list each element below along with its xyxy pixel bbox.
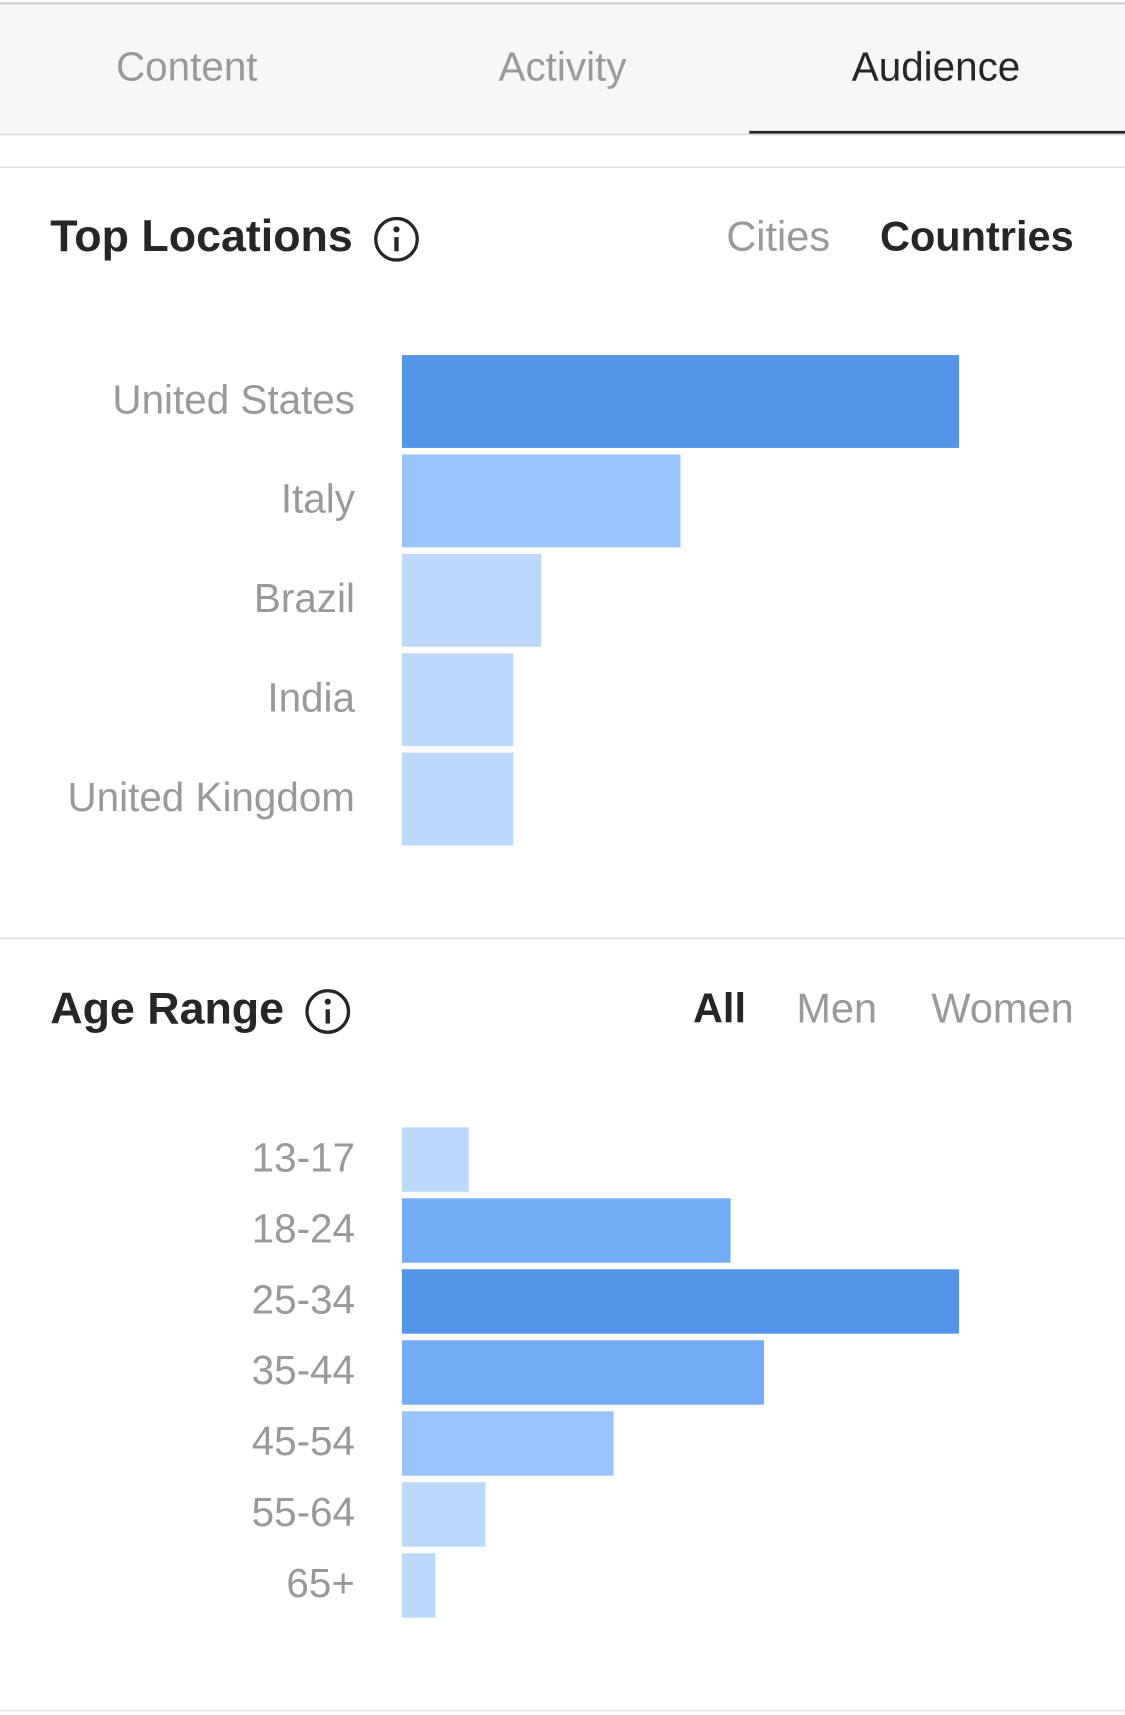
- bar: [401, 1198, 731, 1263]
- category-label: United States: [112, 376, 355, 422]
- toggle[interactable]: Cities: [726, 212, 830, 259]
- toggle[interactable]: Countries: [880, 212, 1074, 259]
- category-label: 45-54: [252, 1418, 355, 1464]
- bar: [401, 355, 959, 448]
- info-icon[interactable]: [305, 989, 351, 1034]
- category-label: United Kingdom: [67, 774, 355, 820]
- category-label: 18-24: [252, 1205, 355, 1251]
- toggle[interactable]: Men: [796, 984, 877, 1031]
- bar: [401, 1269, 959, 1334]
- info-icon-dot: [393, 226, 400, 233]
- category-label: 35-44: [252, 1347, 355, 1393]
- bar: [401, 1411, 614, 1476]
- bar: [401, 454, 681, 548]
- category-label: 55-64: [252, 1489, 355, 1535]
- toggle[interactable]: All: [693, 984, 746, 1031]
- bar: [401, 1553, 436, 1618]
- category-label: 25-34: [252, 1276, 355, 1322]
- tab[interactable]: Activity: [499, 44, 628, 90]
- category-label: 65+: [286, 1560, 355, 1606]
- tab[interactable]: Audience: [852, 44, 1021, 90]
- tab[interactable]: Content: [116, 44, 258, 90]
- category-label: India: [267, 674, 355, 720]
- bar: [401, 1340, 765, 1405]
- toggle[interactable]: Women: [931, 984, 1073, 1031]
- info-icon-dot: [324, 998, 331, 1005]
- category-label: 13-17: [252, 1134, 355, 1180]
- section-title: Top Locations: [50, 211, 353, 261]
- bar: [401, 1127, 469, 1192]
- bar: [401, 553, 542, 647]
- category-label: Brazil: [254, 575, 355, 621]
- bar: [401, 653, 514, 747]
- category-label: Italy: [281, 476, 356, 522]
- bar: [401, 1482, 486, 1547]
- bar: [401, 752, 514, 846]
- tab-bar: [0, 3, 1125, 135]
- section-title: Age Range: [50, 983, 284, 1033]
- info-icon[interactable]: [374, 216, 419, 262]
